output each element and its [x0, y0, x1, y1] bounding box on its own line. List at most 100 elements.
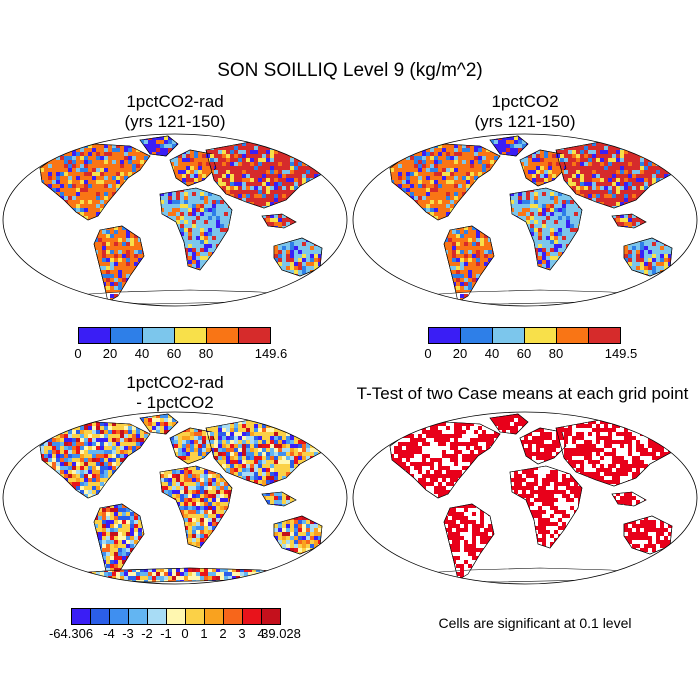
colorbar-swatch: [72, 609, 91, 624]
colorbar-swatch: [207, 328, 239, 343]
significance-note: Cells are significant at 0.1 level: [438, 615, 632, 631]
colorbar-swatch: [186, 609, 205, 624]
tick-label: 4: [257, 626, 265, 641]
coastline-africa: [159, 465, 233, 549]
panel1-title-line1: 1pctCO2-rad: [126, 92, 224, 111]
coastline-europe: [169, 427, 217, 465]
panel1-title: 1pctCO2-rad (yrs 121-150): [25, 92, 325, 132]
continent-antarctica: [409, 289, 651, 305]
tick-label: 40: [484, 346, 500, 361]
tick-label: 149.5: [604, 346, 638, 361]
map-panel-1pctco2-rad: [2, 133, 348, 307]
colorbar-swatch: [175, 328, 207, 343]
colorbar-swatch: [129, 609, 148, 624]
coastline-africa: [509, 187, 583, 271]
coastline-samerica: [443, 225, 495, 303]
coastline-europe: [519, 427, 567, 465]
tick-label: 60: [166, 346, 182, 361]
coastline-greenland: [489, 135, 529, 157]
tick-label: 60: [516, 346, 532, 361]
colorbar-swatch: [91, 609, 110, 624]
colorbar-swatch: [461, 328, 493, 343]
colorbar-1pctco2-rad: [78, 327, 271, 344]
colorbar-1pctco2: [428, 327, 621, 344]
tick-label: 0: [424, 346, 432, 361]
colorbar-swatch: [111, 328, 143, 343]
colorbar-swatch: [557, 328, 589, 343]
colorbar-1pctco2-rad-labels: 0 20 40 60 80 149.6: [74, 346, 287, 362]
tick-label: 149.6: [254, 346, 288, 361]
colorbar-swatch: [167, 609, 186, 624]
tick-label: 20: [102, 346, 118, 361]
panel4-title-line1: T-Test of two Case means at each grid po…: [356, 384, 689, 403]
panel3-title: 1pctCO2-rad - 1pctCO2: [25, 373, 325, 413]
tick-label: 80: [198, 346, 214, 361]
colorbar-swatch: [224, 609, 243, 624]
grid-cells-africa: [160, 466, 232, 548]
coastline-africa: [159, 187, 233, 271]
panel4-title: T-Test of two Case means at each grid po…: [345, 384, 700, 404]
coastline-namerica: [39, 143, 151, 221]
colorbar-swatch: [243, 609, 262, 624]
colorbar-swatch: [262, 609, 280, 624]
coastline-samerica: [93, 225, 145, 303]
tick-label: -2: [141, 626, 153, 641]
tick-label: 40: [134, 346, 150, 361]
tick-label: 1: [200, 626, 208, 641]
colorbar-swatch: [589, 328, 620, 343]
colorbar-swatch: [148, 609, 167, 624]
colorbar-swatch: [110, 609, 129, 624]
tick-label: -3: [122, 626, 134, 641]
coastline-greenland: [139, 413, 179, 435]
tick-label: 39.028: [261, 626, 301, 641]
map-panel-difference: [2, 411, 348, 585]
colorbar-difference: [71, 608, 281, 625]
coastline-namerica: [389, 143, 501, 221]
map-panel-ttest: [352, 411, 698, 585]
colorbar-swatch: [525, 328, 557, 343]
coastline-australia: [273, 515, 323, 555]
coastline-seasia: [611, 213, 647, 229]
continent-antarctica: [59, 289, 301, 305]
colorbar-swatch: [239, 328, 270, 343]
colorbar-swatch: [79, 328, 111, 343]
continent-antarctica: [409, 567, 651, 583]
coastline-greenland: [489, 413, 529, 435]
tick-label: 20: [452, 346, 468, 361]
grid-cells-asia: [206, 420, 330, 486]
panel1-title-line2: (yrs 121-150): [124, 112, 226, 131]
panel2-title-line1: 1pctCO2: [491, 92, 559, 111]
coastline-europe: [169, 149, 217, 187]
coastline-australia: [623, 515, 673, 555]
map-border: [2, 133, 348, 307]
tick-label: 0: [74, 346, 82, 361]
tick-label: 3: [238, 626, 246, 641]
map-panel-1pctco2: [352, 133, 698, 307]
coastline-seasia: [261, 213, 297, 229]
colorbar-difference-labels: -64.306 -4 -3 -2 -1 0 1 2 3 4 39.028: [49, 626, 301, 642]
map-border: [2, 411, 348, 585]
colorbar-swatch: [205, 609, 224, 624]
coastline-europe: [519, 149, 567, 187]
tick-label: 2: [219, 626, 227, 641]
coastline-namerica: [389, 421, 501, 499]
colorbar-swatch: [493, 328, 525, 343]
coastline-seasia: [261, 491, 297, 507]
main-title: SON SOILLIQ Level 9 (kg/m^2): [217, 60, 483, 81]
coastline-australia: [623, 237, 673, 277]
tick-label: -64.306: [48, 626, 94, 641]
map-border: [352, 133, 698, 307]
coastline-africa: [509, 465, 583, 549]
colorbar-swatch: [143, 328, 175, 343]
tick-label: 80: [548, 346, 564, 361]
coastline-greenland: [139, 135, 179, 157]
coastline-samerica: [443, 503, 495, 581]
coastline-australia: [273, 237, 323, 277]
panel2-title: 1pctCO2 (yrs 121-150): [375, 92, 675, 132]
tick-label: -1: [160, 626, 172, 641]
panel3-title-line1: 1pctCO2-rad: [126, 373, 224, 392]
tick-label: 0: [181, 626, 189, 641]
tick-label: -4: [103, 626, 115, 641]
coastline-namerica: [39, 421, 151, 499]
map-border: [352, 411, 698, 585]
